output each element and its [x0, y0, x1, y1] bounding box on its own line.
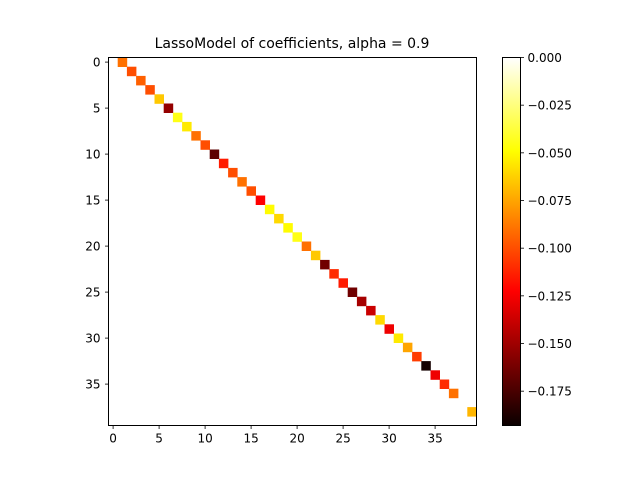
- x-tick-label: 35: [427, 432, 442, 446]
- heatmap-cell: [172, 112, 183, 123]
- heatmap-cell: [467, 407, 477, 417]
- x-tick-label: 15: [243, 432, 258, 446]
- y-tick-label: 0: [93, 56, 101, 70]
- y-tick-label: 30: [85, 332, 100, 346]
- heatmap-cell: [393, 333, 404, 343]
- heatmap-cell: [163, 103, 174, 113]
- heatmap-cell: [439, 379, 450, 389]
- heatmap-cell: [320, 259, 330, 270]
- y-axis: 0 5 10 15 20 25 30 35: [85, 56, 109, 392]
- heatmap-cell: [384, 324, 394, 334]
- heatmap-cell: [126, 66, 137, 77]
- colorbar-frame: [502, 57, 521, 426]
- colorbar-axis: 0.000 −0.025 −0.050 −0.075 −0.100 −0.125 −0.15…: [520, 51, 572, 399]
- colorbar-tick-label: −0.125: [528, 289, 572, 303]
- x-tick-label: 5: [155, 432, 163, 446]
- heatmap-cell: [218, 158, 229, 169]
- heatmap-cell: [200, 140, 210, 150]
- heatmap-cell: [430, 370, 440, 380]
- y-tick-label: 25: [85, 286, 100, 300]
- colorbar-tick-label: −0.050: [528, 146, 572, 160]
- y-tick-label: 5: [93, 102, 101, 116]
- heatmap-cell: [182, 121, 192, 132]
- heatmap-cell: [255, 195, 266, 205]
- heatmap-cell: [375, 315, 385, 325]
- plot-frame: [108, 57, 477, 426]
- y-tick-label: 35: [85, 378, 100, 392]
- heatmap-cell: [347, 287, 358, 297]
- y-tick-label: 10: [85, 148, 100, 162]
- heatmap-cell: [117, 57, 128, 67]
- x-tick-label: 20: [289, 432, 304, 446]
- heatmap-cell: [329, 269, 339, 279]
- colorbar-tick-label: −0.150: [528, 337, 572, 351]
- chart-title: LassoModel of coefficients, alpha = 0.9: [155, 36, 430, 52]
- heatmap-cells: [117, 57, 477, 417]
- colorbar-gradient: [502, 57, 521, 426]
- heatmap-cell: [191, 131, 201, 141]
- heatmap-cell: [274, 213, 284, 224]
- x-tick-label: 10: [197, 432, 212, 446]
- x-tick-label: 30: [381, 432, 396, 446]
- colorbar-tick-label: −0.175: [528, 385, 572, 399]
- heatmap-cell: [366, 305, 376, 316]
- heatmap-cell: [283, 223, 293, 233]
- colorbar-tick-label: −0.025: [528, 99, 572, 113]
- heatmap-cell: [228, 167, 238, 178]
- colorbar-tick-label: −0.075: [528, 194, 572, 208]
- colorbar-tick-label: 0.000: [528, 51, 562, 65]
- heatmap-cell: [412, 351, 422, 362]
- heatmap-cell: [264, 204, 275, 215]
- heatmap-cell: [136, 75, 146, 86]
- heatmap-cell: [356, 296, 367, 307]
- plot-area: [108, 57, 477, 426]
- heatmap-cell: [145, 85, 155, 95]
- y-tick-label: 20: [85, 240, 100, 254]
- heatmap-cell: [310, 250, 321, 261]
- heatmap-cell: [246, 186, 256, 196]
- x-tick-label: 25: [335, 432, 350, 446]
- heatmap-cell: [448, 388, 459, 399]
- heatmap-cell: [301, 241, 312, 251]
- colorbar-tick-label: −0.100: [528, 242, 572, 256]
- heatmap-cell: [154, 94, 164, 104]
- heatmap-cell: [292, 232, 302, 242]
- y-tick-label: 15: [85, 194, 100, 208]
- heatmap-cell: [421, 361, 431, 371]
- x-axis: 0 5 10 15 20 25 30 35: [109, 425, 443, 446]
- heatmap-cell: [209, 149, 220, 159]
- heatmap-cell: [402, 342, 413, 353]
- heatmap-cell: [237, 177, 247, 187]
- colorbar: 0.000 −0.025 −0.050 −0.075 −0.100 −0.125 −0.15…: [502, 51, 572, 426]
- x-tick-label: 0: [109, 432, 117, 446]
- heatmap-cell: [338, 278, 348, 288]
